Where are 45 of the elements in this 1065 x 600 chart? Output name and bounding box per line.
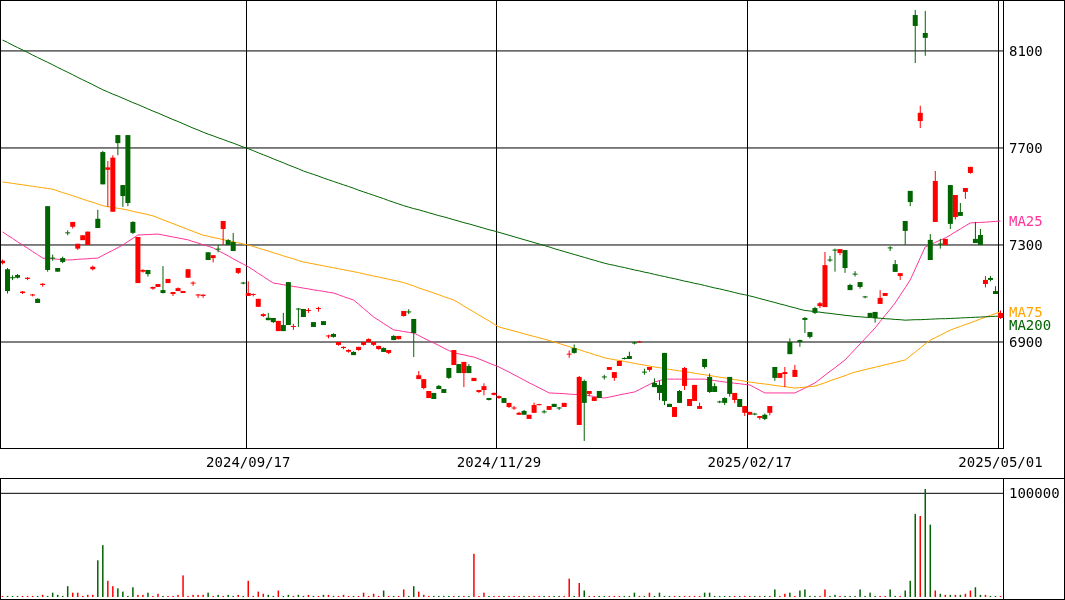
candlestick bbox=[682, 366, 688, 391]
candlestick bbox=[190, 280, 196, 287]
y-tick-label: 6900 bbox=[1009, 333, 1043, 350]
candlestick bbox=[566, 349, 572, 359]
candlestick bbox=[937, 238, 943, 250]
candlestick bbox=[707, 373, 713, 394]
candlestick bbox=[160, 265, 166, 294]
text: 100000 bbox=[1009, 485, 1060, 502]
candlestick bbox=[496, 394, 502, 400]
candlestick bbox=[210, 254, 216, 263]
candlestick bbox=[802, 316, 808, 334]
candlestick bbox=[481, 382, 487, 396]
candlestick bbox=[195, 293, 201, 299]
candlestick bbox=[220, 220, 226, 246]
series-label: MA25 bbox=[1009, 212, 1043, 229]
candlestick bbox=[877, 289, 883, 305]
candlestick bbox=[581, 379, 587, 442]
candlestick bbox=[170, 291, 176, 297]
x-tick-label: 2025/02/17 bbox=[707, 454, 792, 470]
candlestick bbox=[912, 9, 918, 64]
candlestick bbox=[917, 105, 923, 129]
candlestick bbox=[797, 339, 803, 348]
candlestick bbox=[902, 220, 908, 246]
x-tick-label: 2024/09/17 bbox=[206, 454, 291, 470]
candlestick bbox=[952, 194, 958, 221]
candlestick bbox=[842, 249, 848, 274]
candlestick bbox=[852, 270, 858, 278]
x-tick-label: 2025/05/01 bbox=[958, 454, 1043, 470]
candlestick bbox=[832, 248, 838, 273]
candlestick bbox=[927, 233, 933, 261]
candlestick bbox=[5, 267, 11, 294]
candlestick bbox=[541, 409, 547, 415]
line-series bbox=[2, 39, 1001, 321]
x-tick-label: 2024/11/29 bbox=[456, 454, 542, 470]
candlestick bbox=[862, 295, 868, 299]
candlestick bbox=[411, 318, 417, 358]
candlestick bbox=[105, 160, 111, 208]
candlestick bbox=[827, 255, 833, 263]
candlestick bbox=[922, 10, 928, 57]
candlestick bbox=[115, 134, 121, 156]
candlestick bbox=[511, 405, 517, 411]
y-tick-label: 8100 bbox=[1009, 42, 1043, 59]
y-tick-label: 7300 bbox=[1009, 236, 1043, 253]
y-tick-label: 7700 bbox=[1009, 139, 1043, 156]
candlestick bbox=[461, 361, 467, 388]
